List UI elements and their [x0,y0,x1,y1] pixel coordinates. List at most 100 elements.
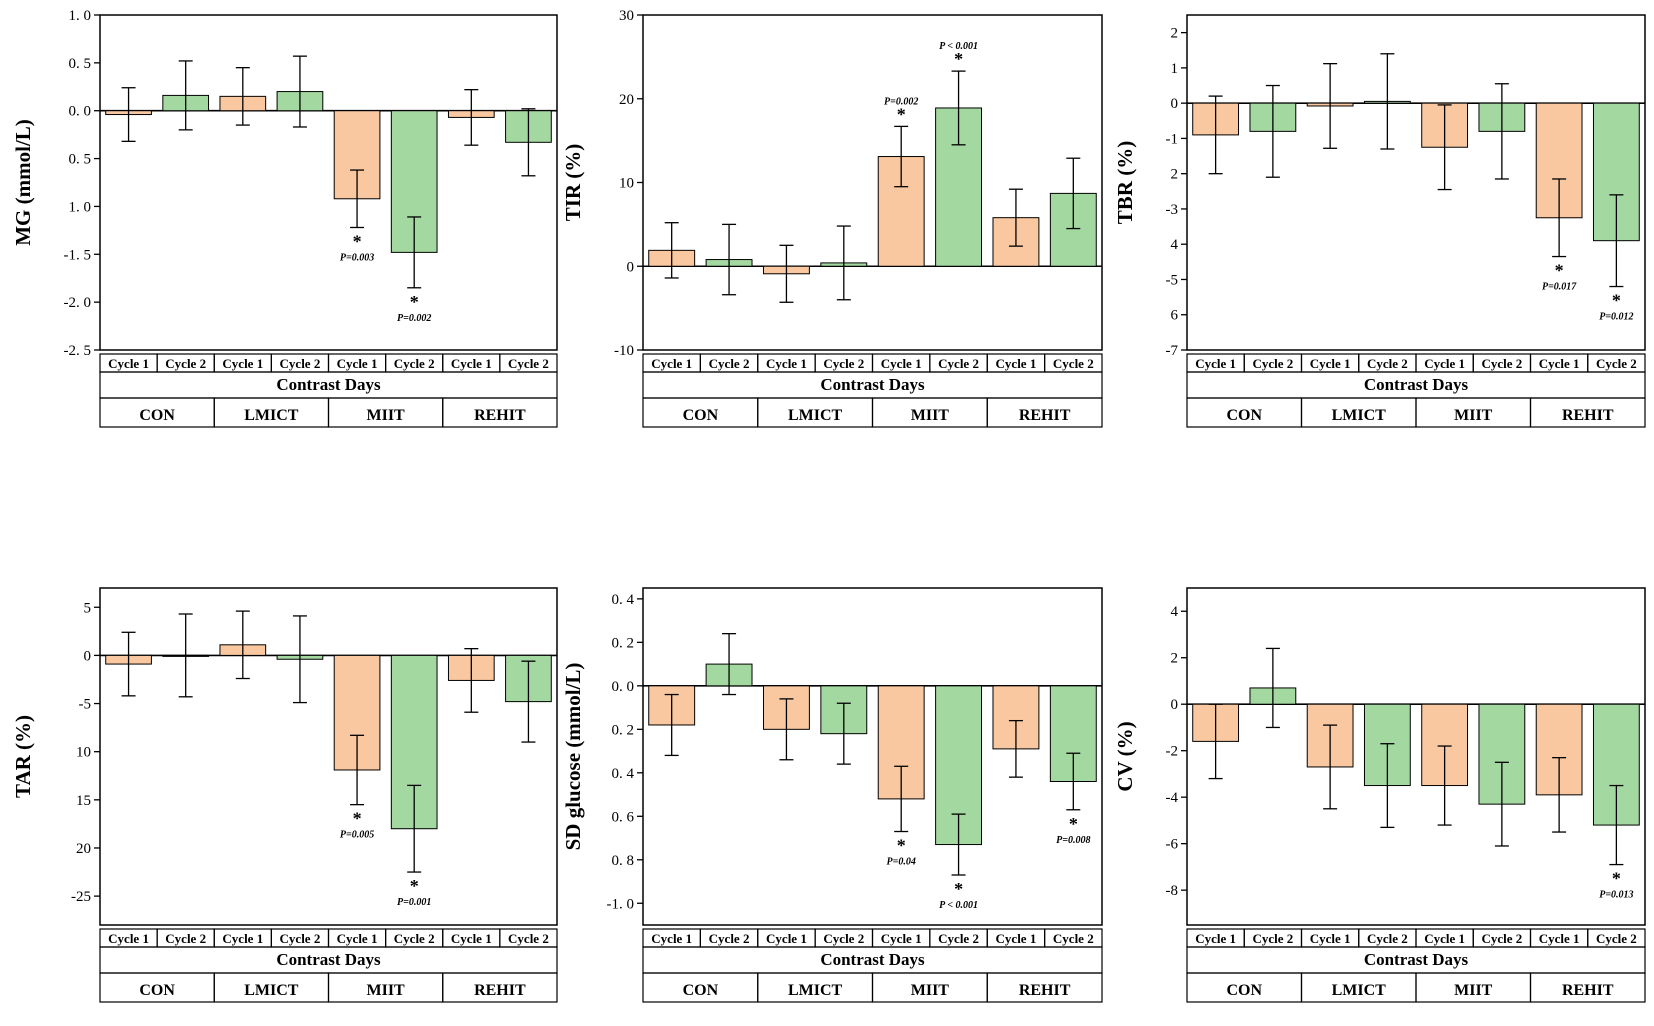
y-tick-label: 5 [84,600,92,616]
y-tick-label: -10 [614,343,634,359]
group-label: CON [1226,982,1262,999]
group-cell [442,972,558,1003]
y-tick-label: -1 [1166,131,1179,147]
y-tick-label: 6 [1171,308,1179,324]
significance-star: * [954,49,963,69]
y-tick-label: 2 [1171,651,1179,667]
p-value-label: P=0.017 [1542,282,1577,293]
cycle-label: Cycle 2 [394,356,435,371]
y-tick-label: 30 [619,8,634,24]
cycle-label: Cycle 2 [1481,931,1522,946]
y-tick-label: 20 [619,92,634,108]
group-label: LMICT [788,982,843,999]
y-tick-label: -7 [1166,343,1179,359]
y-tick-label: 20 [76,841,91,857]
y-tick-label: -2 [1166,744,1179,760]
p-value-label: P=0.001 [397,897,431,908]
cycle-label: Cycle 1 [1424,356,1465,371]
y-tick-label: 0 [1171,697,1179,713]
cycle-label: Cycle 2 [280,356,321,371]
p-value-label: P < 0.001 [939,41,978,52]
group-label: LMICT [1332,407,1387,424]
cycle-label: Cycle 1 [996,931,1037,946]
cycle-label: Cycle 2 [1367,356,1408,371]
cycle-label: Cycle 1 [1195,931,1236,946]
cycle-label: Cycle 2 [823,356,864,371]
significance-star: * [1555,261,1564,281]
cycle-label: Cycle 2 [1252,931,1293,946]
y-tick-label: 4 [1171,604,1179,620]
y-tick-label: 10 [619,176,634,192]
y-tick-label: 0. 2 [612,722,635,738]
p-value-label: P=0.012 [1599,312,1633,323]
group-label: MIIT [911,407,950,424]
cycle-label: Cycle 2 [394,931,435,946]
cycle-label: Cycle 1 [108,931,149,946]
y-tick-label: 0 [1171,96,1179,112]
cycle-label: Cycle 1 [766,931,807,946]
group-label: CON [683,407,719,424]
y-tick-label: 0. 0 [612,679,635,695]
y-tick-label: 0. 4 [612,766,635,782]
y-tick-label: 1 [1171,61,1179,77]
chart-panel-1: 1. 00. 50. 00. 51. 0-1. 5-2. 0-2. 5*P=0.… [11,8,558,428]
bar-6 [935,685,983,846]
group-label: REHIT [474,407,526,424]
x-axis-title: Contrast Days [1364,950,1469,969]
group-cell [1529,397,1646,428]
group-label: MIIT [911,982,950,999]
y-tick-label: -6 [1166,837,1179,853]
cycle-label: Cycle 1 [881,931,922,946]
group-label: LMICT [244,982,299,999]
cycle-label: Cycle 1 [651,356,692,371]
group-label: MIIT [367,407,406,424]
cycle-label: Cycle 1 [996,356,1037,371]
y-tick-label: 1. 0 [69,199,92,215]
y-axis-title: MG (mmol/L) [11,119,35,246]
cycle-label: Cycle 2 [709,931,750,946]
y-tick-label: 0. 4 [612,592,635,608]
cycle-label: Cycle 1 [1310,931,1351,946]
chart-panel-5: 0. 40. 20. 00. 20. 40. 60. 8-1. 0*P=0.04… [561,587,1103,1003]
cycle-label: Cycle 2 [1481,356,1522,371]
y-tick-label: 0. 5 [69,56,92,72]
p-value-label: P=0.003 [340,252,374,263]
y-tick-label: -4 [1166,790,1179,806]
cycle-label: Cycle 2 [709,356,750,371]
p-value-label: P=0.005 [340,830,374,841]
y-tick-label: 0. 6 [612,809,635,825]
cycle-label: Cycle 2 [1053,356,1094,371]
cycle-label: Cycle 2 [823,931,864,946]
significance-star: * [1612,869,1621,889]
x-axis-title: Contrast Days [820,375,925,394]
y-tick-label: 4 [1171,237,1179,253]
cycle-label: Cycle 2 [280,931,321,946]
cycle-label: Cycle 2 [1367,931,1408,946]
group-label: LMICT [788,407,843,424]
cycle-label: Cycle 1 [1310,356,1351,371]
cycle-label: Cycle 2 [938,356,979,371]
cycle-label: Cycle 2 [508,356,549,371]
significance-star: * [954,879,963,899]
y-tick-label: 0 [84,648,92,664]
plot-frame [642,587,1103,926]
cycle-label: Cycle 1 [766,356,807,371]
y-tick-label: 0. 8 [612,853,635,869]
y-tick-label: 2 [1171,26,1179,42]
group-label: MIIT [367,982,406,999]
plot-frame [99,14,558,351]
group-label: REHIT [474,982,526,999]
y-tick-label: -1. 0 [607,896,635,912]
y-tick-label: 1. 0 [69,8,92,24]
significance-star: * [897,104,906,124]
y-tick-label: -5 [79,697,92,713]
group-label: REHIT [1562,982,1614,999]
p-value-label: P=0.013 [1599,890,1633,901]
group-cell [1529,972,1646,1003]
group-cell [442,397,558,428]
y-axis-title: TBR (%) [1113,141,1137,224]
group-cell [986,397,1103,428]
y-axis-title: TIR (%) [561,144,585,222]
significance-star: * [1612,291,1621,311]
